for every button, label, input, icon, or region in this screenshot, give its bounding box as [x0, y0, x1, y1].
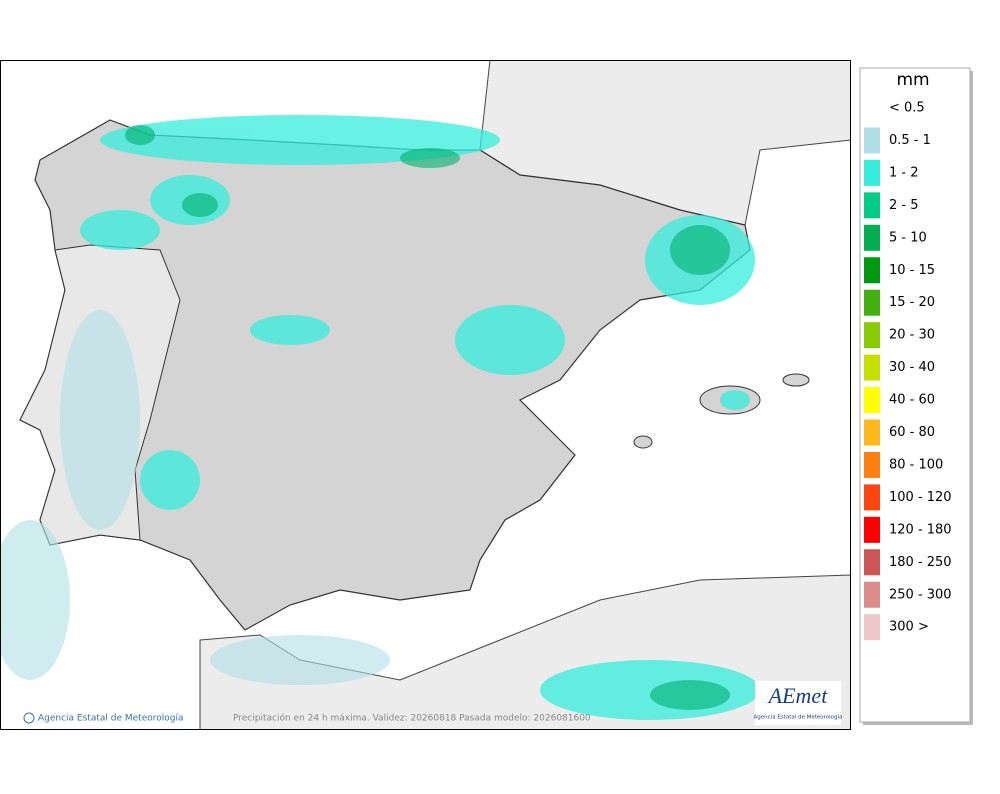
legend-swatch — [864, 354, 880, 381]
logo-name: AEmet — [767, 683, 829, 708]
caption: Precipitación en 24 h máxima. Validez: 2… — [233, 713, 591, 724]
legend-title: mm — [896, 70, 929, 90]
legend-label: 15 - 20 — [889, 295, 935, 310]
legend-swatch — [864, 127, 880, 154]
legend-label: 40 - 60 — [889, 393, 935, 408]
legend-label: 300 > — [889, 620, 929, 635]
legend-label: 60 - 80 — [889, 425, 935, 440]
legend-swatch — [864, 159, 880, 186]
legend-swatch — [864, 451, 880, 478]
legend-label: 2 - 5 — [889, 198, 919, 213]
legend-swatch — [864, 419, 880, 446]
legend-label: 80 - 100 — [889, 457, 943, 472]
legend-label: 20 - 30 — [889, 328, 935, 343]
legend-label: 5 - 10 — [889, 230, 927, 245]
legend-swatch — [864, 224, 880, 251]
logo-subtitle: Agencia Estatal de Meteorología — [754, 714, 843, 721]
legend-label: 100 - 120 — [889, 490, 952, 505]
legend-label: < 0.5 — [889, 101, 925, 116]
legend-swatch — [864, 484, 880, 511]
legend-swatch — [864, 581, 880, 608]
logo — [755, 681, 841, 725]
map-frame — [0, 60, 851, 730]
legend-label: 0.5 - 1 — [889, 133, 931, 148]
legend-label: 120 - 180 — [889, 522, 952, 537]
legend-items: < 0.5 0.5 - 1 1 - 2 2 - 5 5 - 10 10 - 15 15 - … — [864, 101, 952, 641]
credit: Agencia Estatal de Meteorología — [38, 714, 184, 724]
legend-swatch — [864, 289, 880, 316]
legend-swatch — [864, 516, 880, 543]
legend-label: 10 - 15 — [889, 263, 935, 278]
legend-label: 180 - 250 — [889, 555, 952, 570]
legend-swatch — [864, 549, 880, 576]
legend-swatch — [864, 387, 880, 414]
legend-label: 30 - 40 — [889, 360, 935, 375]
legend-swatch — [864, 192, 880, 219]
legend-swatch — [864, 257, 880, 284]
legend-swatch — [864, 614, 880, 641]
legend-swatch — [864, 322, 880, 349]
credit-icon — [23, 712, 35, 724]
legend-label: 1 - 2 — [889, 165, 919, 180]
legend-label: 250 - 300 — [889, 587, 952, 602]
map — [0, 60, 851, 730]
